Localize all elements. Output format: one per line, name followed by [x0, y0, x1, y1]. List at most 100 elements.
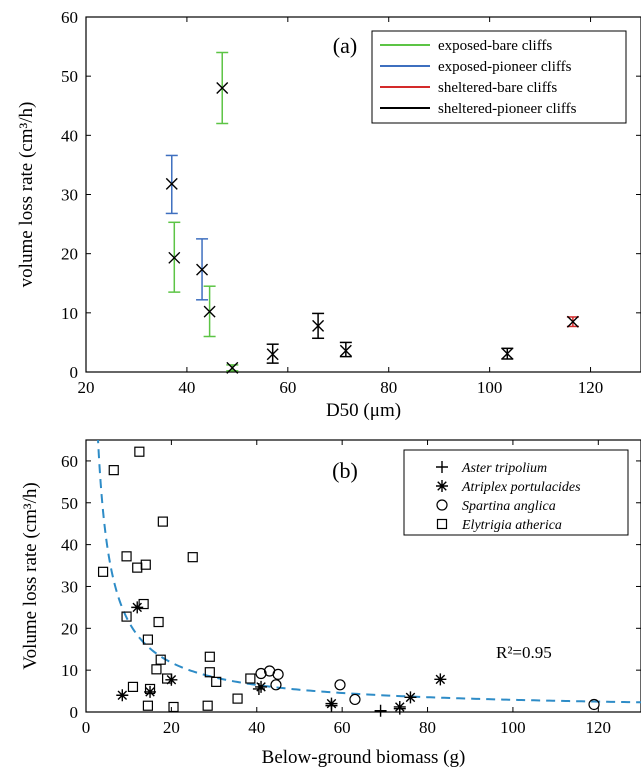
square-marker [157, 516, 168, 527]
square-marker [108, 465, 119, 476]
plus-marker [436, 461, 448, 473]
asterisk-marker [255, 680, 268, 693]
square-marker [202, 700, 213, 711]
panel-a: 20 40 60 80 100 120 0 10 20 30 40 50 60 D50 (μm) volum… [16, 8, 641, 421]
square-marker [162, 673, 173, 684]
legend-label: Aster tripolium [461, 461, 547, 476]
legend-label: Spartina anglica [462, 499, 556, 514]
x-marker [501, 347, 514, 360]
circle-marker [334, 679, 346, 691]
y-tick-label: 10 [61, 661, 78, 680]
legend-label: sheltered-bare cliffs [438, 80, 557, 96]
x-tick-label: 20 [78, 378, 95, 397]
x-tick-label: 100 [500, 718, 526, 737]
circle-marker [272, 668, 284, 680]
circle-marker [436, 499, 448, 511]
x-tick-label: 40 [178, 378, 195, 397]
x-marker [216, 82, 229, 94]
legend: exposed-bare cliffs exposed-pioneer cliff… [371, 30, 627, 124]
circle-marker [270, 679, 282, 691]
square-marker [138, 598, 149, 610]
x-marker [266, 348, 279, 361]
x-marker [566, 315, 579, 328]
circle-marker [349, 693, 361, 706]
circle-marker [255, 667, 267, 680]
square-marker [187, 552, 198, 563]
panel-b: 0 20 40 60 80 100 120 0 10 20 30 40 50 60 Below-ground… [20, 439, 641, 768]
asterisk-marker [434, 673, 447, 686]
square-marker [232, 693, 243, 704]
fit-curve [97, 440, 641, 704]
asterisk-marker [404, 691, 417, 704]
x-tick-label: 80 [419, 718, 436, 737]
x-tick-label: 60 [279, 378, 296, 397]
square-marker [142, 700, 154, 711]
square-marker [153, 616, 164, 628]
legend-label: Atriplex portulacides [461, 480, 581, 495]
legend: Aster tripolium Atriplex portulacides Spar… [403, 449, 629, 536]
x-axis-label: D50 (μm) [326, 400, 401, 421]
y-tick-label: 30 [61, 186, 78, 205]
square-marker [134, 446, 145, 457]
x-marker [165, 177, 178, 190]
asterisk-marker [325, 697, 338, 710]
y-tick-label: 10 [61, 304, 78, 323]
x-marker [226, 361, 239, 374]
y-tick-label: 30 [61, 577, 78, 596]
square-marker [151, 664, 162, 675]
square-marker [97, 566, 109, 577]
asterisk-marker [393, 700, 406, 713]
square-marker [142, 634, 154, 645]
x-marker [196, 263, 209, 276]
square-marker [127, 681, 139, 692]
plot-frame [85, 439, 641, 713]
x-marker [203, 305, 216, 318]
r-squared-annotation: R²=0.95 [496, 643, 552, 662]
x-tick-label: 20 [163, 718, 180, 737]
y-tick-label: 0 [70, 703, 79, 722]
y-tick-label: 20 [61, 245, 78, 264]
x-tick-label: 40 [248, 718, 265, 737]
asterisk-marker [116, 689, 129, 702]
square-marker [436, 518, 448, 530]
square-marker [204, 651, 215, 662]
plus-marker [374, 704, 387, 717]
square-marker [121, 551, 132, 562]
square-marker [168, 701, 179, 713]
legend-label: sheltered-pioneer cliffs [438, 101, 577, 117]
panel-tag: (b) [332, 458, 358, 483]
legend-label: exposed-pioneer cliffs [438, 59, 572, 75]
legend-label: Elytrigia atherica [461, 518, 562, 533]
x-tick-label: 0 [82, 718, 91, 737]
y-tick-label: 20 [61, 619, 78, 638]
legend-label: exposed-bare cliffs [438, 38, 552, 54]
y-tick-label: 50 [61, 67, 78, 86]
x-tick-label: 120 [578, 378, 604, 397]
y-tick-label: 60 [61, 452, 78, 471]
y-tick-label: 40 [61, 536, 78, 555]
square-marker [140, 559, 151, 570]
x-tick-label: 120 [586, 718, 612, 737]
asterisk-marker [436, 480, 448, 492]
x-tick-label: 100 [477, 378, 503, 397]
x-marker [168, 251, 181, 264]
x-axis-label: Below-ground biomass (g) [262, 747, 466, 768]
asterisk-marker [131, 601, 144, 614]
square-marker [211, 676, 222, 687]
square-marker [245, 673, 256, 684]
x-tick-label: 80 [380, 378, 397, 397]
circle-marker [588, 698, 600, 711]
square-marker [121, 611, 132, 622]
square-marker [144, 683, 156, 695]
y-tick-label: 0 [70, 363, 79, 382]
square-marker [155, 654, 166, 665]
y-tick-label: 50 [61, 494, 78, 513]
square-marker [132, 562, 143, 573]
x-tick-label: 60 [334, 718, 351, 737]
y-axis-label: volume loss rate (cm³/h) [16, 102, 37, 288]
y-tick-label: 60 [61, 8, 78, 27]
x-marker [339, 344, 352, 357]
y-axis-label: Volume loss rate (cm³/h) [20, 482, 41, 669]
square-marker [204, 667, 215, 678]
